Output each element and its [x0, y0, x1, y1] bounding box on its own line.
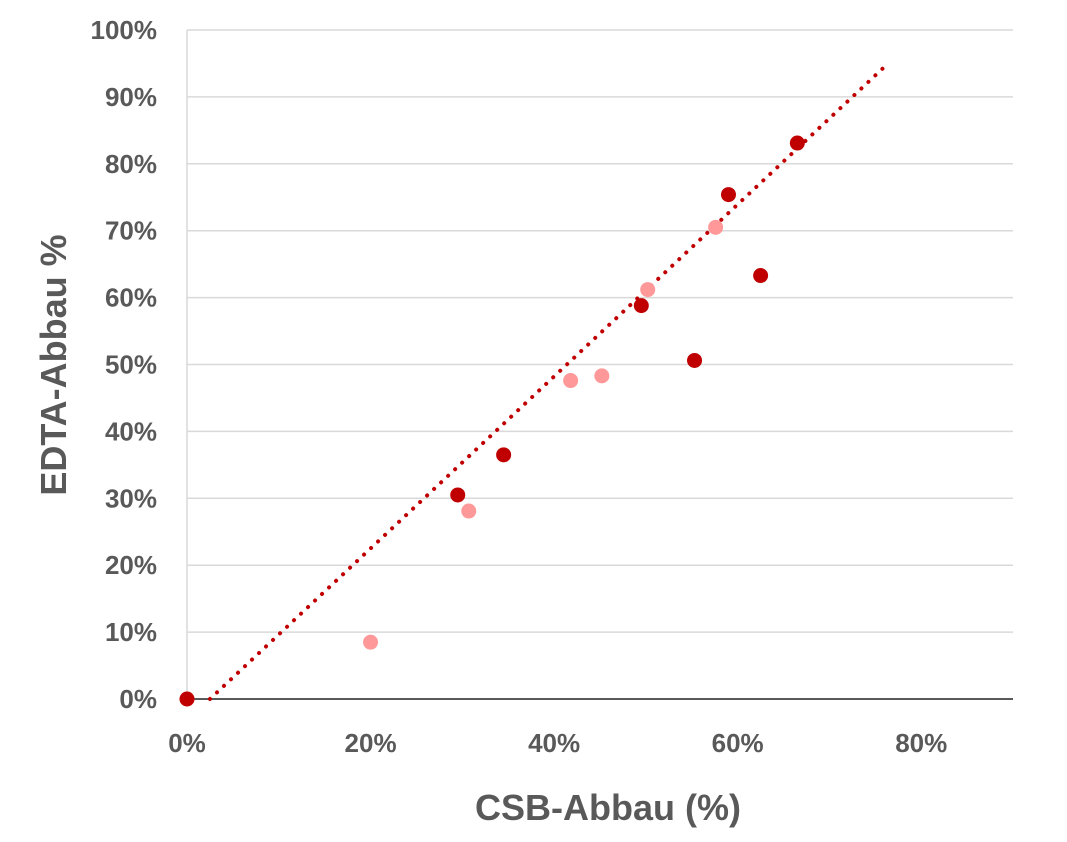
- data-point-light: [563, 373, 579, 389]
- x-tick-label: 20%: [345, 728, 397, 758]
- data-point-dark: [496, 447, 512, 463]
- y-tick-label: 0%: [119, 684, 157, 714]
- data-point-dark: [450, 487, 466, 503]
- y-tick-label: 70%: [105, 216, 157, 246]
- x-axis-title: CSB-Abbau (%): [475, 787, 741, 828]
- data-point-light: [461, 503, 477, 519]
- y-tick-label: 10%: [105, 617, 157, 647]
- y-tick-label: 50%: [105, 350, 157, 380]
- y-tick-label: 20%: [105, 550, 157, 580]
- x-tick-label: 80%: [895, 728, 947, 758]
- data-point-dark: [789, 135, 805, 151]
- trendline: [207, 64, 887, 701]
- data-points: [179, 135, 805, 707]
- data-point-dark: [179, 691, 195, 707]
- trendline-group: [207, 64, 887, 701]
- data-point-light: [708, 219, 724, 235]
- data-point-dark: [633, 298, 649, 314]
- gridlines: [187, 29, 1013, 633]
- x-tick-label: 60%: [712, 728, 764, 758]
- x-tick-label: 40%: [528, 728, 580, 758]
- y-tick-label: 40%: [105, 416, 157, 446]
- y-tick-labels: 0% 10% 20% 30% 40% 50% 60% 70% 80% 90% 100%: [91, 15, 158, 714]
- y-tick-label: 80%: [105, 149, 157, 179]
- data-point-light: [363, 634, 379, 650]
- y-tick-label: 30%: [105, 483, 157, 513]
- data-point-dark: [687, 352, 703, 368]
- y-tick-label: 90%: [105, 82, 157, 112]
- x-tick-labels: 0% 20% 40% 60% 80%: [168, 728, 947, 758]
- x-tick-label: 0%: [168, 728, 206, 758]
- y-tick-label: 60%: [105, 283, 157, 313]
- y-tick-label: 100%: [91, 15, 158, 45]
- y-axis-title: EDTA-Abbau %: [33, 234, 74, 495]
- data-point-light: [640, 282, 656, 298]
- axes: [186, 30, 1013, 700]
- data-point-dark: [720, 187, 736, 203]
- data-point-light: [594, 368, 610, 384]
- data-point-dark: [753, 268, 769, 284]
